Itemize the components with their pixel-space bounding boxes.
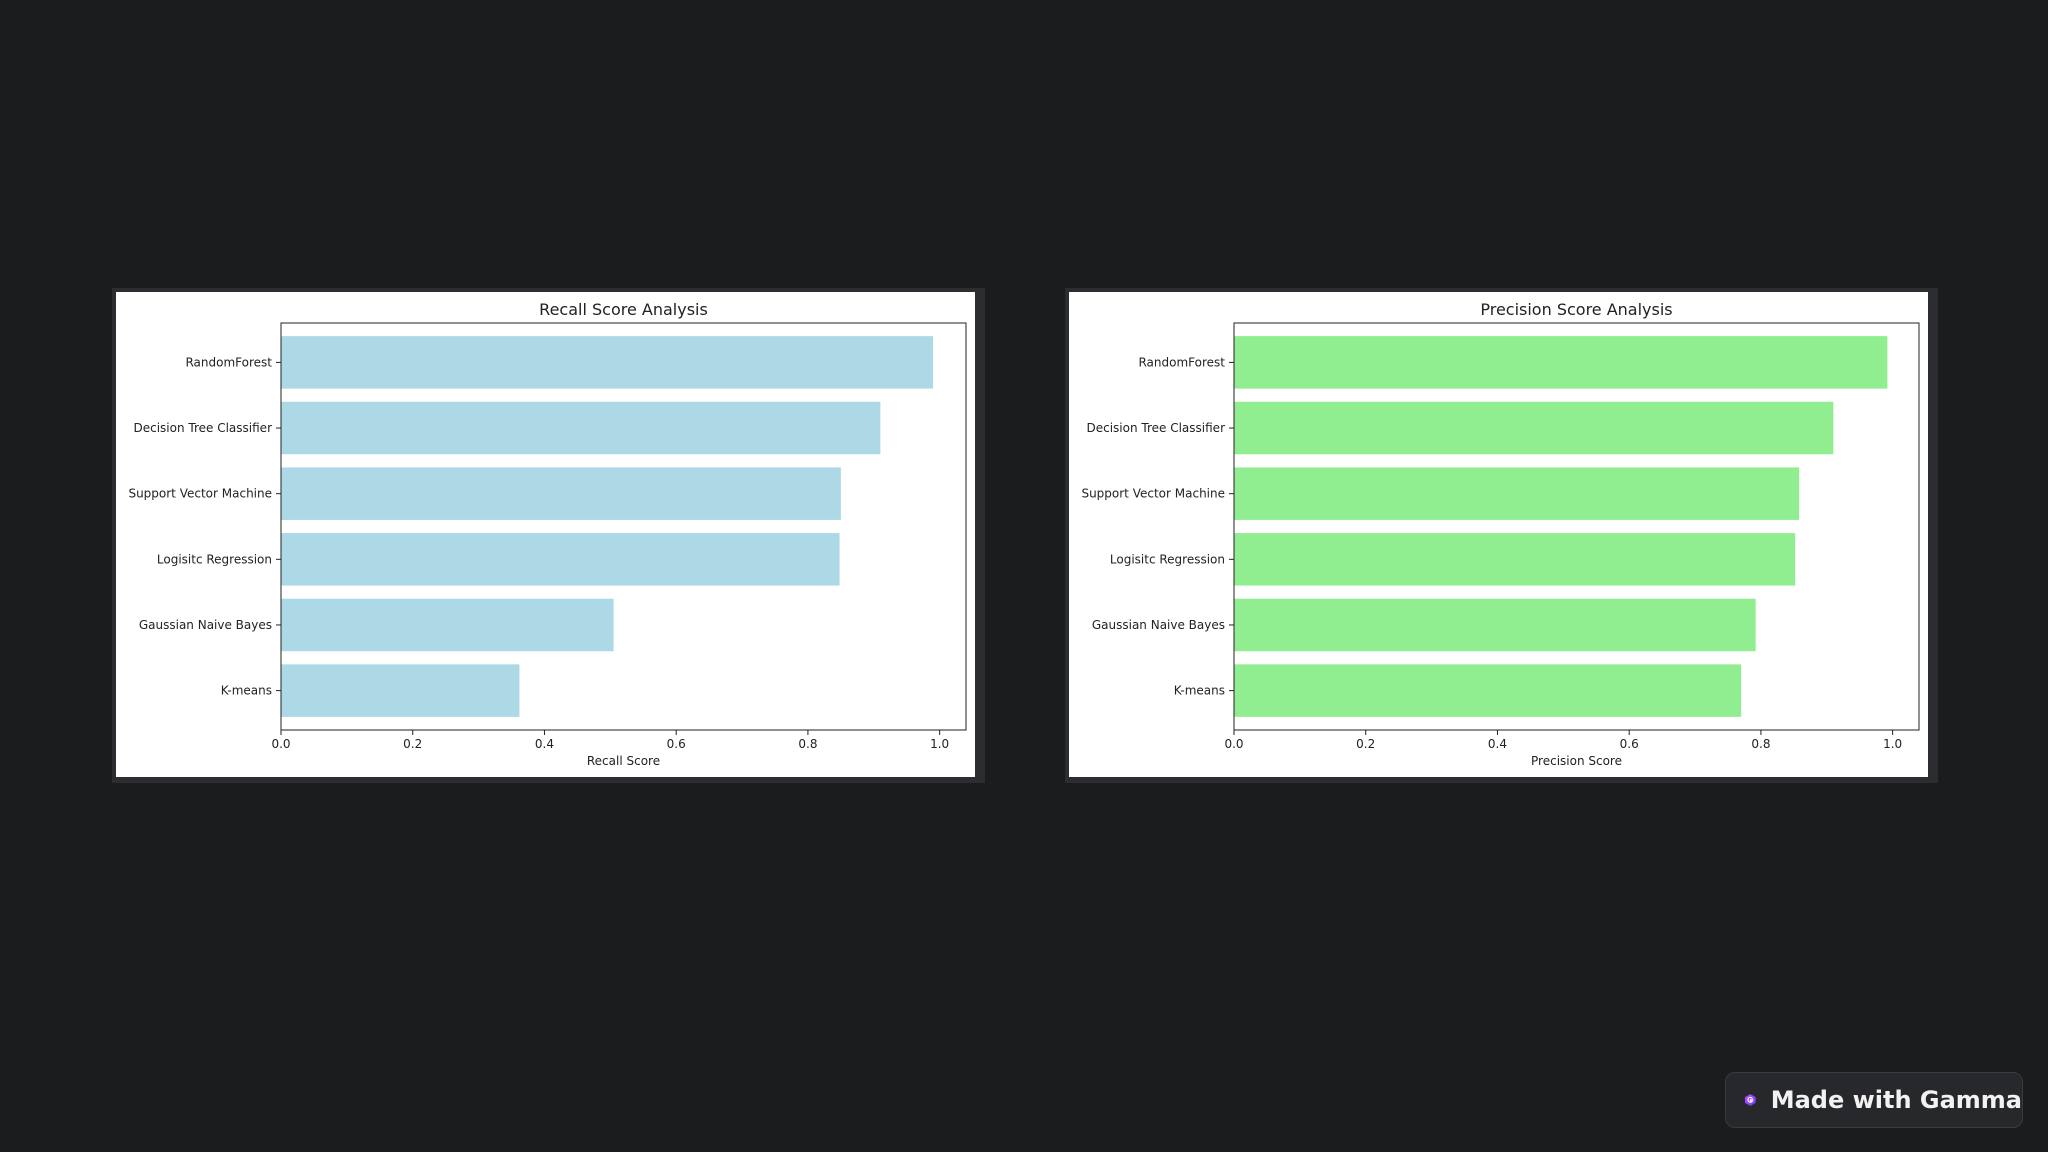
bar-logisitc-regression (281, 533, 840, 586)
precision-chart-panel: Precision Score Analysis RandomForest Deci… (1069, 292, 1928, 777)
x-tick-label: 0.4 (1488, 737, 1507, 751)
x-tick-label: 0.6 (667, 737, 686, 751)
x-axis-label: Precision Score (1531, 754, 1622, 768)
bar-k-means (1234, 664, 1742, 717)
recall-chart-frame: Recall Score Analysis RandomForest Decisio… (112, 288, 985, 783)
gamma-logo-icon (1744, 1094, 1756, 1106)
badge-label: Made with Gamma (1770, 1086, 2022, 1114)
y-tick-label: Support Vector Machine (1081, 487, 1225, 501)
y-tick-label: Decision Tree Classifier (1087, 421, 1226, 435)
x-tick-label: 0.0 (271, 737, 290, 751)
x-tick-label: 0.0 (1224, 737, 1243, 751)
bar-gaussian-naive-bayes (1234, 598, 1756, 652)
y-tick-label: K-means (221, 684, 272, 698)
y-tick-label: Support Vector Machine (128, 487, 272, 501)
precision-chart-frame: Precision Score Analysis RandomForest Deci… (1065, 288, 1938, 783)
x-tick-label: 0.4 (535, 737, 554, 751)
x-tick-label: 0.6 (1620, 737, 1639, 751)
bar-randomforest (281, 336, 934, 389)
bar-gaussian-naive-bayes (281, 598, 614, 652)
y-tick-label: Gaussian Naive Bayes (139, 618, 272, 632)
plot-frame (280, 322, 967, 731)
recall-chart-panel: Recall Score Analysis RandomForest Decisio… (116, 292, 975, 777)
y-tick-label: RandomForest (1138, 355, 1225, 369)
chart-title: Recall Score Analysis (539, 300, 708, 319)
x-tick-label: 0.2 (1356, 737, 1375, 751)
bar-k-means (281, 664, 520, 717)
bar-logisitc-regression (1234, 533, 1796, 586)
x-tick-label: 0.2 (403, 737, 422, 751)
x-tick-label: 0.8 (1751, 737, 1770, 751)
bar-decision-tree-classifier (281, 401, 881, 455)
y-tick-label: K-means (1174, 684, 1225, 698)
y-tick-label: RandomForest (185, 355, 272, 369)
y-tick-label: Logisitc Regression (157, 552, 272, 566)
y-tick-label: Logisitc Regression (1110, 552, 1225, 566)
y-tick-label: Decision Tree Classifier (134, 421, 273, 435)
made-with-gamma-badge[interactable]: Made with Gamma (1725, 1072, 2023, 1128)
bar-support-vector-machine (281, 467, 841, 520)
bar-support-vector-machine (1234, 467, 1800, 520)
precision-score-chart: Precision Score Analysis RandomForest Deci… (1081, 300, 1920, 768)
x-tick-label: 0.8 (798, 737, 817, 751)
recall-score-chart: Recall Score Analysis RandomForest Decisio… (128, 300, 967, 768)
y-tick-label: Gaussian Naive Bayes (1092, 618, 1225, 632)
x-axis-label: Recall Score (587, 754, 660, 768)
bar-randomforest (1234, 336, 1888, 389)
x-tick-label: 1.0 (930, 737, 949, 751)
x-tick-label: 1.0 (1883, 737, 1902, 751)
bar-decision-tree-classifier (1234, 401, 1834, 455)
chart-title: Precision Score Analysis (1480, 300, 1672, 319)
plot-frame (1233, 322, 1920, 731)
